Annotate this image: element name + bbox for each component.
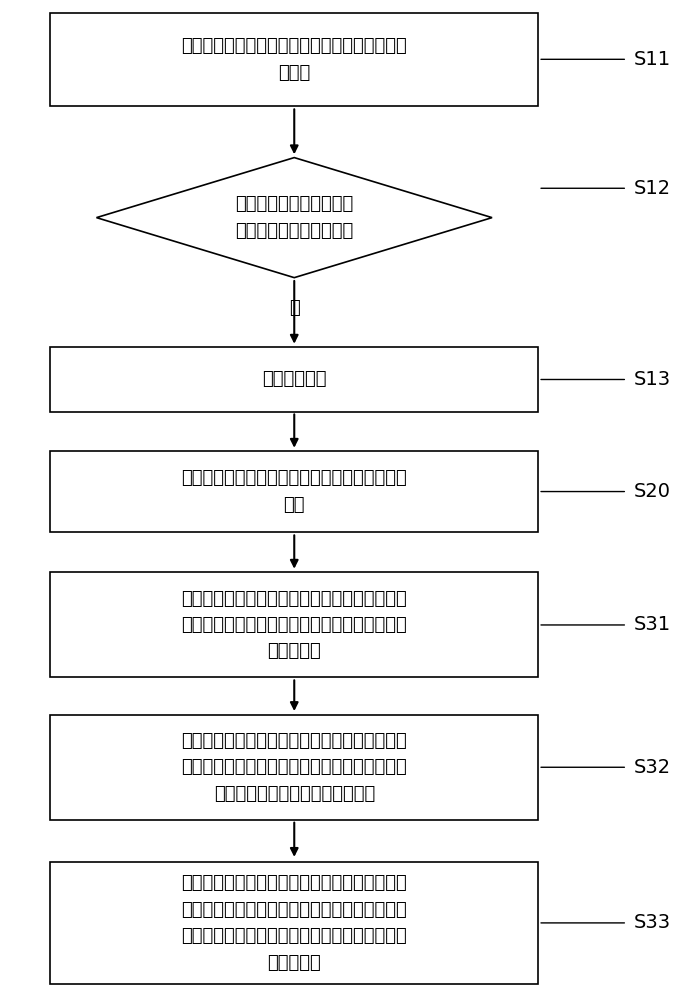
Bar — [50, 715, 538, 820]
Text: S11: S11 — [634, 50, 671, 69]
Text: 若所述心跳消息交互状态为在所述心跳周期内，
收到所述终端响应的心跳消息，则根据所述终端
信息，设置所述终端的状态为在线: 若所述心跳消息交互状态为在所述心跳周期内， 收到所述终端响应的心跳消息，则根据所… — [181, 732, 407, 803]
Text: S20: S20 — [634, 482, 671, 501]
Text: 根据所述终端信息，校验
所述终端是否为合法接入: 根据所述终端信息，校验 所述终端是否为合法接入 — [235, 195, 353, 240]
Text: S33: S33 — [634, 913, 671, 932]
Polygon shape — [97, 158, 492, 278]
Text: 接收终端的接入请求，根据所述接入请求获取终
端信息: 接收终端的接入请求，根据所述接入请求获取终 端信息 — [181, 37, 407, 82]
Bar — [50, 862, 538, 984]
Text: S12: S12 — [634, 179, 671, 198]
Bar — [50, 347, 538, 412]
Text: S31: S31 — [634, 615, 671, 634]
Bar — [50, 572, 538, 677]
Text: 若所述心跳消息交互状态为在所述心跳周期内和
预设的超时时间内，均未收到所述终端响应的心
跳消息，则根据所述终端信息，设置所述终端的
状态为离线: 若所述心跳消息交互状态为在所述心跳周期内和 预设的超时时间内，均未收到所述终端响… — [181, 874, 407, 972]
Bar — [50, 451, 538, 532]
Text: 接入所述终端: 接入所述终端 — [262, 370, 326, 388]
Text: S32: S32 — [634, 758, 671, 777]
Text: 是: 是 — [289, 299, 300, 317]
Text: 根据所述心跳周期，向所述终端推送心跳消息并
接收所述终端响应的心跳消息，获取所述心跳消
息交互状态: 根据所述心跳周期，向所述终端推送心跳消息并 接收所述终端响应的心跳消息，获取所述… — [181, 590, 407, 660]
Bar — [50, 13, 538, 106]
Text: S13: S13 — [634, 370, 671, 389]
Text: 根据预设的心跳周期，与所述终端建立心跳消息
交互: 根据预设的心跳周期，与所述终端建立心跳消息 交互 — [181, 469, 407, 514]
